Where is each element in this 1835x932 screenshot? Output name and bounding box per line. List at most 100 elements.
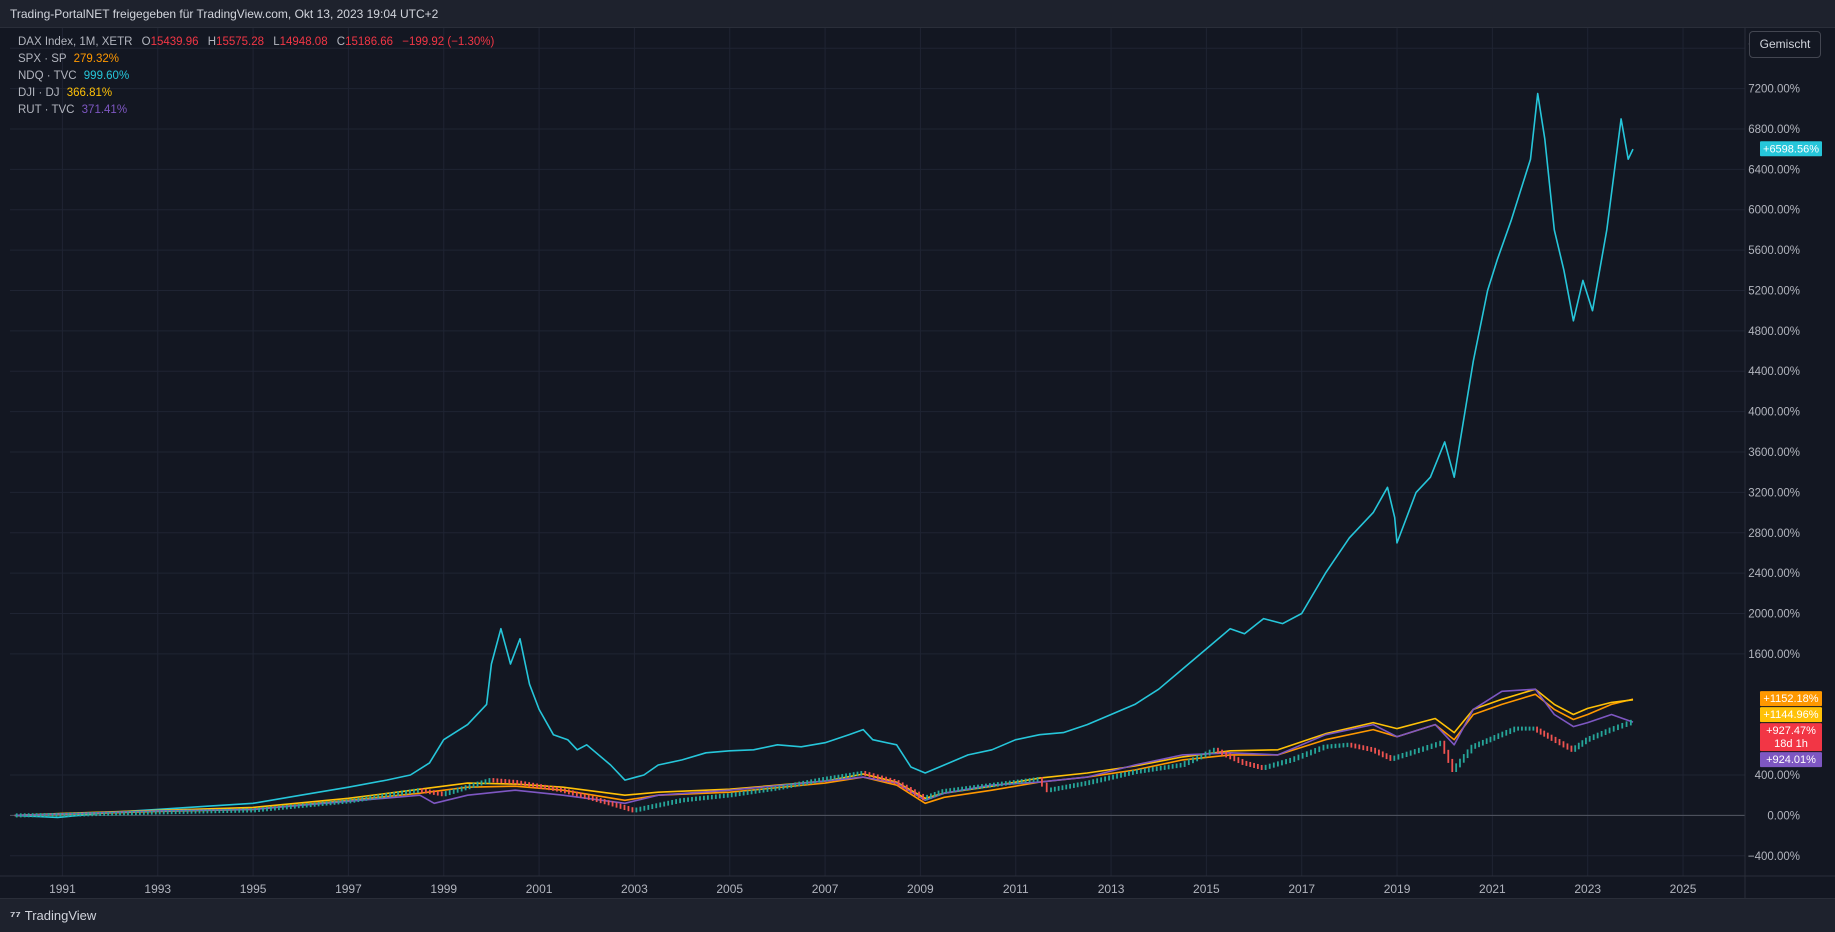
dax-candle [1474, 743, 1477, 749]
legend-name-ndq: NDQ · TVC [18, 70, 77, 82]
brand-name: TradingView [24, 908, 97, 923]
open-value: 15439.96 [150, 36, 199, 48]
dax-candle [1264, 764, 1267, 770]
dax-candle [651, 804, 654, 810]
dax-candle [933, 792, 936, 798]
x-tick-label: 2011 [1003, 882, 1029, 896]
dax-candle [1104, 776, 1106, 782]
dax-candle [119, 811, 121, 816]
dax-candle [1366, 746, 1369, 751]
dax-candle [444, 791, 447, 797]
price-chart[interactable]: 1991 1993 1995 1997 1999 2001 2003 2005 2007 2009… [0, 28, 1835, 898]
low-value: 14948.08 [279, 36, 328, 48]
dax-candle [1326, 744, 1329, 749]
dax-candle [190, 809, 193, 814]
dax-candle [989, 783, 991, 788]
scale-mode-button[interactable]: Gemischt [1749, 31, 1821, 58]
legend-row-dji[interactable]: DJI · DJ 366.81% [18, 85, 494, 102]
x-tick-label: 1995 [240, 882, 267, 896]
legend-row-ndq[interactable]: NDQ · TVC 999.60% [18, 68, 494, 85]
dax-candle [377, 794, 380, 799]
dax-candle [289, 804, 292, 809]
dax-candle [806, 780, 809, 785]
dax-candle [710, 794, 713, 800]
dax-candle [210, 809, 213, 814]
dax-candle [856, 771, 859, 777]
dax-candle [250, 808, 253, 813]
dax-candle [699, 796, 701, 801]
high-label: H [207, 36, 217, 48]
dax-candle [536, 783, 538, 789]
dax-candle [484, 779, 487, 785]
dax-candle [337, 800, 340, 805]
dax-candle [1305, 751, 1308, 757]
y-tick-label: 4800.00% [1748, 326, 1800, 338]
dax-candle [301, 803, 304, 808]
dax-candle [182, 809, 185, 814]
dax-candle [876, 774, 879, 780]
legend-name-dji: DJI · DJ [18, 87, 60, 99]
dax-candle [1625, 721, 1628, 727]
dax-candle [985, 783, 987, 789]
dax-candle [695, 796, 697, 802]
attribution-text: Trading-PortalNET freigegeben für Tradin… [10, 7, 439, 21]
dax-candle [1466, 749, 1469, 759]
dax-candle [1430, 743, 1433, 749]
x-tick-label: 1999 [430, 882, 457, 896]
dax-candle [432, 790, 435, 795]
x-tick-label: 2001 [526, 882, 553, 896]
dax-candle [1596, 732, 1599, 739]
dax-candle [476, 781, 479, 787]
high-value: 15575.28 [216, 36, 265, 48]
dax-candle [1124, 771, 1126, 777]
series-line-ndq [14, 92, 1634, 819]
x-tick-label: 2007 [812, 882, 839, 896]
dax-candle [1604, 729, 1607, 735]
dax-candle [1338, 743, 1341, 748]
series-line-rut [14, 688, 1634, 817]
legend-row-spx[interactable]: SPX · SP 279.32% [18, 51, 494, 68]
tradingview-brand[interactable]: ⁷⁷ TradingView [10, 908, 96, 923]
dax-candle [1577, 742, 1580, 750]
price-label-text: +1144.96% [1763, 709, 1818, 721]
dax-candle [1069, 783, 1071, 789]
dax-candle [1350, 742, 1353, 748]
dax-candle [480, 780, 483, 786]
dax-candle [1221, 749, 1223, 756]
dax-candle [1132, 770, 1134, 775]
legend-row-main[interactable]: DAX Index, 1M, XETR O15439.96 H15575.28 … [18, 34, 494, 51]
dax-candle [893, 778, 896, 785]
dax-candle [841, 774, 844, 779]
y-tick-label: 2800.00% [1748, 528, 1800, 540]
dax-candle [718, 794, 721, 799]
dax-candle [794, 782, 797, 788]
dax-candle [452, 788, 455, 794]
legend-row-rut[interactable]: RUT · TVC 371.41% [18, 102, 494, 119]
chart-area[interactable]: 1991 1993 1995 1997 1999 2001 2003 2005 2007 2009… [0, 28, 1835, 898]
dax-candle [1092, 779, 1095, 785]
dax-candle [706, 795, 709, 800]
dax-candle [1621, 722, 1624, 729]
dax-candle [266, 806, 268, 812]
dax-candle [655, 803, 658, 809]
x-tick-label: 2021 [1479, 882, 1506, 896]
series-line-spx [14, 693, 1634, 817]
dax-candle [1318, 746, 1321, 753]
dax-candle [186, 809, 189, 814]
dax-candle [703, 795, 705, 801]
dax-candle [548, 785, 550, 791]
dax-candle [1521, 726, 1523, 731]
y-tick-label: 6000.00% [1748, 205, 1800, 217]
dax-candle [460, 786, 463, 792]
dax-candle [1080, 781, 1083, 787]
dax-candle [675, 799, 678, 804]
dax-candle [1159, 765, 1162, 771]
y-tick-label: 5600.00% [1748, 245, 1800, 257]
dax-candle [786, 783, 789, 789]
dax-candle [226, 808, 229, 813]
dax-candle [472, 782, 475, 788]
dax-candle [508, 779, 511, 784]
dax-candle [274, 806, 276, 811]
dax-candle [79, 812, 82, 817]
dax-candle [1393, 755, 1396, 761]
